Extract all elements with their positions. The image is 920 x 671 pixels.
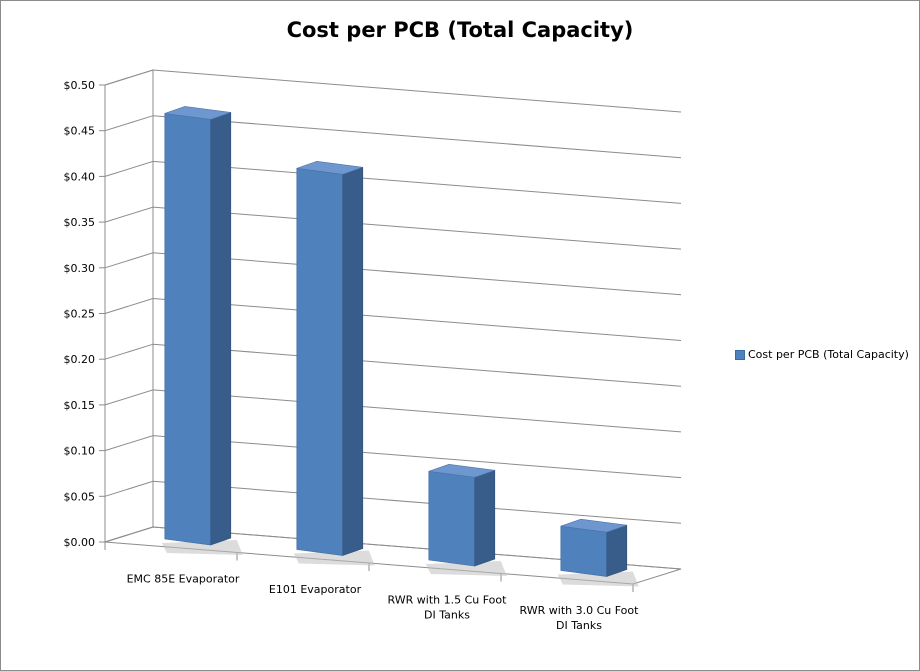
bar-top-face — [560, 518, 627, 533]
bar-4 — [557, 518, 639, 587]
y-tick-label: $0.40 — [64, 170, 96, 183]
bar-top-face — [164, 106, 231, 120]
y-tick-label: $0.05 — [64, 490, 96, 503]
bar-shadow — [425, 561, 507, 576]
chart-legend: Cost per PCB (Total Capacity) — [735, 348, 909, 361]
legend-swatch — [735, 349, 745, 360]
y-tick-label: $0.10 — [64, 445, 96, 458]
y-tick-label: $0.35 — [64, 216, 96, 229]
gridline — [104, 435, 682, 479]
y-tick-label: $0.50 — [64, 79, 96, 92]
x-category-label: RWR with 1.5 Cu Foot DI Tanks — [388, 593, 508, 621]
y-tick-label: $0.20 — [64, 353, 96, 366]
bar-shadow — [557, 571, 639, 587]
bar-top-face — [428, 464, 495, 478]
bar-2 — [293, 160, 375, 566]
bar-front-face — [560, 525, 608, 577]
gridline — [104, 160, 682, 204]
gridline — [104, 252, 682, 296]
bar-front-face — [428, 471, 476, 567]
y-tick-label: $0.15 — [64, 399, 96, 412]
chart-gridlines — [99, 69, 682, 592]
bar-shadow — [161, 540, 243, 555]
gridline — [104, 297, 682, 341]
bar-shadow — [293, 550, 375, 566]
bar-side-face — [606, 524, 628, 577]
bar-top-face — [296, 160, 363, 175]
gridline — [104, 206, 682, 250]
bar-front-face — [296, 167, 344, 556]
bar-1 — [161, 106, 243, 555]
x-category-label-line: E101 Evaporator — [269, 583, 362, 596]
x-category-label-line: RWR with 3.0 Cu Foot — [520, 604, 640, 617]
x-category-label: E101 Evaporator — [269, 583, 362, 596]
bar-side-face — [342, 166, 364, 556]
x-category-label-line: EMC 85E Evaporator — [127, 572, 240, 585]
gridline — [104, 115, 682, 159]
gridline — [104, 480, 682, 524]
bar-front-face — [164, 113, 212, 546]
x-category-label: RWR with 3.0 Cu Foot DI Tanks — [520, 604, 640, 632]
gridline — [104, 343, 682, 387]
x-category-label-line: DI Tanks — [424, 608, 470, 621]
y-tick-label: $0.25 — [64, 308, 96, 321]
chart-bars — [161, 106, 639, 587]
x-category-label: EMC 85E Evaporator — [127, 572, 240, 585]
bar-3 — [425, 464, 507, 576]
bar-side-face — [210, 112, 232, 546]
gridline — [104, 69, 682, 113]
x-category-label-line: RWR with 1.5 Cu Foot — [388, 593, 508, 606]
chart-title: Cost per PCB (Total Capacity) — [286, 18, 634, 42]
gridline — [104, 526, 682, 570]
y-tick-label: $0.45 — [64, 125, 96, 138]
legend-label-series-1: Cost per PCB (Total Capacity) — [748, 348, 909, 361]
y-axis-tick-labels: $0.00 $0.05 $0.10 $0.15 $0.20 $0.25 $0.30 $0.35… — [64, 79, 96, 549]
gridline — [104, 389, 682, 433]
x-category-label-line: DI Tanks — [556, 619, 602, 632]
x-axis-category-labels: EMC 85E Evaporator E101 Evaporator RWR wit… — [127, 572, 640, 632]
bar-side-face — [474, 469, 496, 567]
y-tick-label: $0.30 — [64, 262, 96, 275]
y-tick-label: $0.00 — [64, 536, 96, 549]
